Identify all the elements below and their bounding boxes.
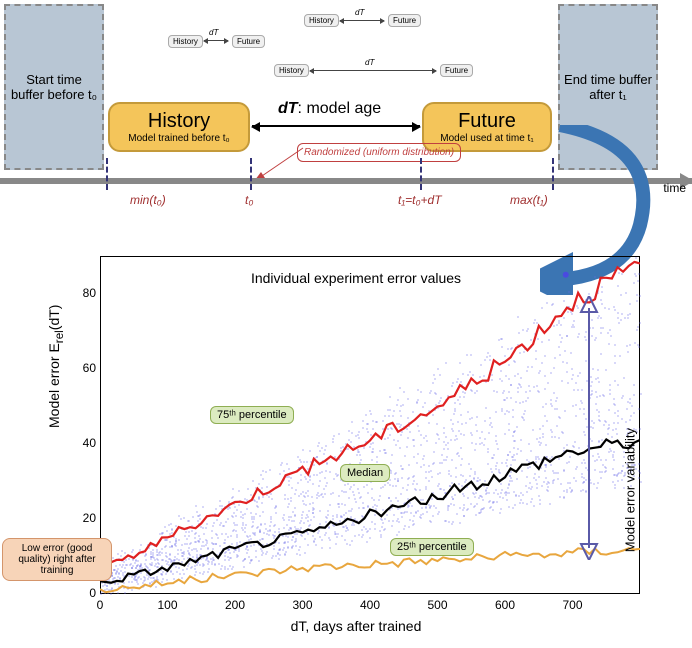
tick-max	[552, 158, 554, 190]
experiment-timeline-diagram: Start time buffer before t₀ End time buf…	[0, 0, 692, 210]
mini-dt-1: dT	[209, 28, 218, 37]
x-axis-label: dT, days after trained	[60, 618, 652, 634]
dt-label: dT: model age	[278, 100, 381, 118]
p75-annotation: 75ᵗʰ percentile	[210, 406, 294, 424]
tick-min-label: min(t₀)	[130, 193, 166, 207]
mini-dt-arrow-1	[204, 40, 228, 41]
start-buffer-label: Start time buffer before t₀	[10, 72, 98, 102]
tick-t1-label: t₁=t₀+dT	[398, 193, 442, 207]
mini-history-1: History	[168, 35, 203, 48]
percentile-lines	[100, 256, 640, 594]
end-buffer-box: End time buffer after t₁	[558, 4, 658, 170]
dt-main-arrow	[252, 125, 420, 127]
mini-future-3: Future	[440, 64, 473, 77]
mini-dt-arrow-2	[340, 20, 384, 21]
mini-dt-arrow-3	[310, 70, 436, 71]
median-line	[100, 439, 640, 582]
dt-text: dT	[278, 100, 298, 117]
tick-max-label: max(t₁)	[510, 193, 548, 207]
history-box: History Model trained before t₀	[108, 102, 250, 152]
mini-dt-3: dT	[365, 58, 374, 67]
variability-arrow-icon	[578, 296, 600, 560]
p25-line	[100, 548, 640, 592]
error-vs-age-chart: Individual experiment error values Model…	[60, 248, 652, 628]
randomized-box: Randomized (uniform distribution)	[297, 143, 461, 162]
history-sub: Model trained before t₀	[114, 133, 244, 144]
tick-t1	[420, 158, 422, 190]
median-annotation: Median	[340, 464, 390, 482]
time-label: time	[663, 181, 686, 195]
history-title: History	[114, 110, 244, 133]
future-title: Future	[428, 110, 546, 133]
start-buffer-box: Start time buffer before t₀	[4, 4, 104, 170]
p75-line	[100, 262, 640, 571]
mini-history-3: History	[274, 64, 309, 77]
p25-annotation: 25ᵗʰ percentile	[390, 538, 474, 556]
mini-future-2: Future	[388, 14, 421, 27]
low-error-callout: Low error (good quality) right after tra…	[2, 538, 112, 581]
variability-label: Model error variability	[622, 428, 637, 552]
tick-min	[106, 158, 108, 190]
y-axis-label: Model error Erel(dT)	[46, 305, 66, 428]
chart-inset-title: Individual experiment error values	[60, 270, 652, 286]
randomized-leader	[255, 130, 315, 180]
timeline-axis	[0, 178, 692, 184]
end-buffer-label: End time buffer after t₁	[564, 72, 652, 102]
mini-future-1: Future	[232, 35, 265, 48]
mini-history-2: History	[304, 14, 339, 27]
mini-dt-2: dT	[355, 8, 364, 17]
tick-t0-label: t₀	[245, 193, 253, 207]
dt-rest: : model age	[298, 100, 382, 117]
tick-t0	[250, 158, 252, 190]
